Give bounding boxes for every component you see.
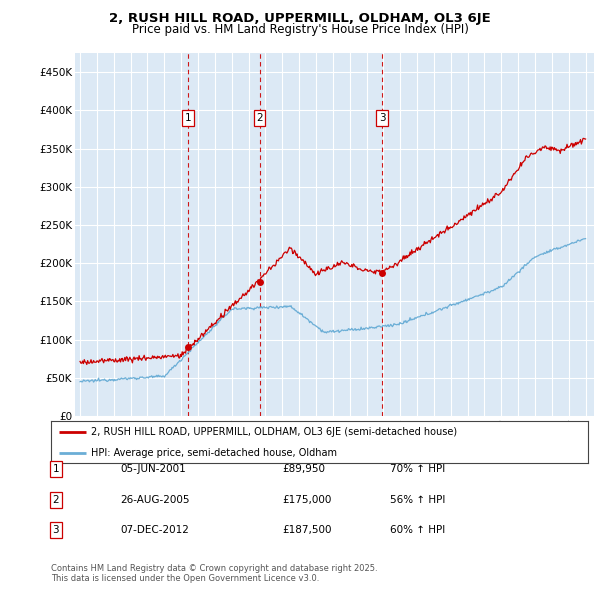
Text: 3: 3 [379, 113, 385, 123]
Text: 1: 1 [52, 464, 59, 474]
Text: 2: 2 [52, 495, 59, 504]
Text: 07-DEC-2012: 07-DEC-2012 [120, 526, 189, 535]
Text: Price paid vs. HM Land Registry's House Price Index (HPI): Price paid vs. HM Land Registry's House … [131, 23, 469, 36]
Text: 2: 2 [256, 113, 263, 123]
Text: 1: 1 [185, 113, 192, 123]
Text: Contains HM Land Registry data © Crown copyright and database right 2025.
This d: Contains HM Land Registry data © Crown c… [51, 563, 377, 583]
Text: 05-JUN-2001: 05-JUN-2001 [120, 464, 186, 474]
Text: 60% ↑ HPI: 60% ↑ HPI [390, 526, 445, 535]
Text: 2, RUSH HILL ROAD, UPPERMILL, OLDHAM, OL3 6JE: 2, RUSH HILL ROAD, UPPERMILL, OLDHAM, OL… [109, 12, 491, 25]
Text: £187,500: £187,500 [282, 526, 331, 535]
Text: £175,000: £175,000 [282, 495, 331, 504]
Text: £89,950: £89,950 [282, 464, 325, 474]
Text: 26-AUG-2005: 26-AUG-2005 [120, 495, 190, 504]
Text: HPI: Average price, semi-detached house, Oldham: HPI: Average price, semi-detached house,… [91, 448, 337, 457]
Text: 70% ↑ HPI: 70% ↑ HPI [390, 464, 445, 474]
Text: 3: 3 [52, 526, 59, 535]
Text: 2, RUSH HILL ROAD, UPPERMILL, OLDHAM, OL3 6JE (semi-detached house): 2, RUSH HILL ROAD, UPPERMILL, OLDHAM, OL… [91, 427, 457, 437]
Text: 56% ↑ HPI: 56% ↑ HPI [390, 495, 445, 504]
